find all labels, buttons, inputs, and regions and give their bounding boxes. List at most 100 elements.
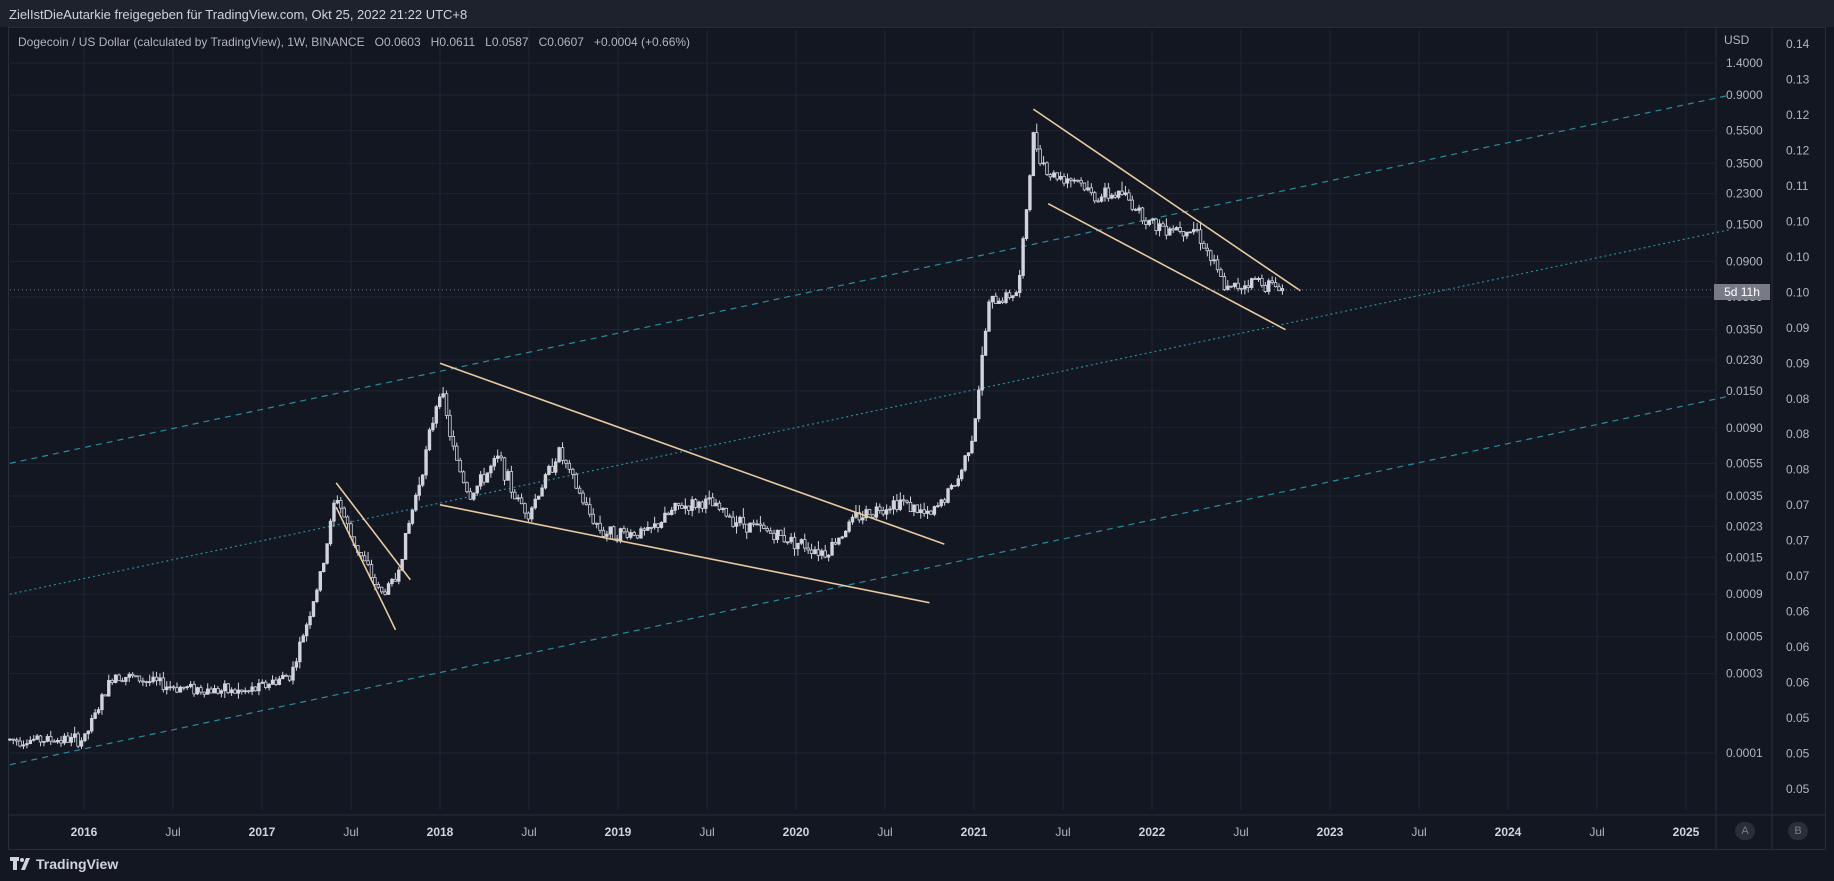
candle-body — [383, 591, 387, 595]
candle-body — [376, 583, 380, 588]
candle-body — [820, 550, 824, 556]
change-value: +0.0004 (+0.66%) — [593, 35, 691, 49]
candle-body — [843, 530, 848, 538]
candle-body — [676, 502, 681, 506]
candle-body — [560, 447, 565, 461]
candle-body — [925, 510, 930, 514]
candle-body — [366, 560, 370, 565]
price-tick-label: 0.0090 — [1726, 421, 1763, 435]
candle-body — [79, 740, 84, 747]
candle-body — [901, 499, 906, 502]
candle-body — [1181, 231, 1186, 237]
candle-body — [1133, 208, 1138, 211]
trendline — [335, 506, 397, 631]
candle-body — [148, 681, 152, 684]
candle-body — [1048, 174, 1053, 178]
candle-body — [1249, 278, 1254, 288]
candle-body — [62, 735, 67, 744]
candle-body — [813, 549, 817, 555]
candle-body — [669, 509, 674, 515]
tradingview-logo[interactable]: TradingView — [10, 856, 118, 872]
outer-scale-tick-label: 0.05 — [1786, 711, 1810, 725]
symbol-legend: Dogecoin / US Dollar (calculated by Trad… — [18, 35, 690, 49]
candle-body — [898, 499, 902, 510]
low-value: 0.0587 — [491, 35, 529, 49]
candle-body — [1239, 288, 1244, 291]
price-tick-label: 0.1500 — [1726, 217, 1763, 231]
candle-body — [393, 578, 398, 582]
candle-body — [1045, 162, 1049, 175]
candle-body — [1144, 220, 1148, 225]
candle-body — [1123, 192, 1128, 195]
candle-body — [458, 459, 462, 473]
candle-body — [264, 681, 268, 688]
outer-scale-tick-label: 0.10 — [1786, 250, 1810, 264]
candle-body — [431, 422, 435, 431]
candle-body — [1232, 282, 1237, 287]
candle-body — [584, 502, 589, 506]
candle-body — [55, 740, 60, 743]
auto-scale-button[interactable]: A — [1735, 822, 1755, 840]
candle-body — [66, 735, 70, 743]
candle-body — [1028, 175, 1032, 211]
candle-body — [475, 485, 479, 494]
candle-body — [1270, 280, 1274, 283]
candle-body — [871, 514, 875, 518]
candle-body — [171, 686, 176, 689]
publish-bar: ZielIstDieAutarkie freigegeben für Tradi… — [0, 0, 1834, 27]
candle-body — [734, 522, 739, 527]
candle-body — [165, 686, 169, 691]
candle-body — [1127, 192, 1131, 201]
candle-body — [28, 739, 33, 745]
candle-body — [857, 512, 862, 521]
candle-body — [864, 509, 868, 519]
candle-body — [444, 393, 449, 416]
candle-body — [659, 521, 664, 528]
candle-body — [656, 523, 660, 528]
candle-body — [789, 536, 793, 543]
candle-body — [816, 549, 821, 556]
candle-body — [219, 690, 224, 694]
candle-body — [755, 523, 759, 526]
candle-body — [919, 509, 923, 513]
candle-body — [25, 743, 29, 746]
price-tick-label: 0.0150 — [1726, 384, 1763, 398]
price-tick-label: 0.0900 — [1726, 254, 1763, 268]
candle-body — [605, 533, 609, 537]
candle-body — [915, 504, 920, 513]
candle-body — [1137, 207, 1141, 211]
candle-body — [970, 440, 974, 454]
candle-body — [1055, 172, 1059, 180]
outer-scale-tick-label: 0.05 — [1786, 747, 1810, 761]
candle-body — [154, 676, 159, 682]
candle-body — [1191, 229, 1196, 233]
price-chart[interactable]: 1.4000 0.9000 0.5500 0.3500 0.2300 0.1500 0.09… — [0, 0, 1834, 850]
candle-body — [642, 528, 647, 531]
time-tick-label: 2021 — [961, 825, 988, 839]
candle-body — [1041, 162, 1046, 165]
candle-body — [652, 523, 657, 528]
candle-body — [543, 474, 548, 489]
candle-body — [161, 677, 166, 691]
candle-body — [32, 738, 36, 741]
candle-body — [980, 354, 984, 391]
candle-body — [1174, 227, 1179, 231]
candle-body — [680, 505, 684, 509]
candle-body — [1256, 278, 1261, 280]
candle-body — [301, 635, 305, 643]
candle-body — [751, 522, 756, 525]
candle-body — [632, 532, 636, 536]
candle-body — [380, 586, 384, 593]
candle-body — [134, 675, 138, 678]
b-scale-button[interactable]: B — [1788, 822, 1808, 840]
candle-body — [731, 516, 735, 527]
time-tick-label: 2025 — [1673, 825, 1700, 839]
candle-body — [775, 529, 780, 540]
candle-body — [1171, 228, 1175, 231]
candle-body — [1178, 227, 1182, 232]
outer-scale-tick-label: 0.11 — [1786, 179, 1809, 193]
candle-body — [1086, 187, 1090, 191]
candle-body — [888, 508, 892, 511]
candle-body — [1185, 231, 1189, 237]
candle-body — [509, 471, 514, 493]
